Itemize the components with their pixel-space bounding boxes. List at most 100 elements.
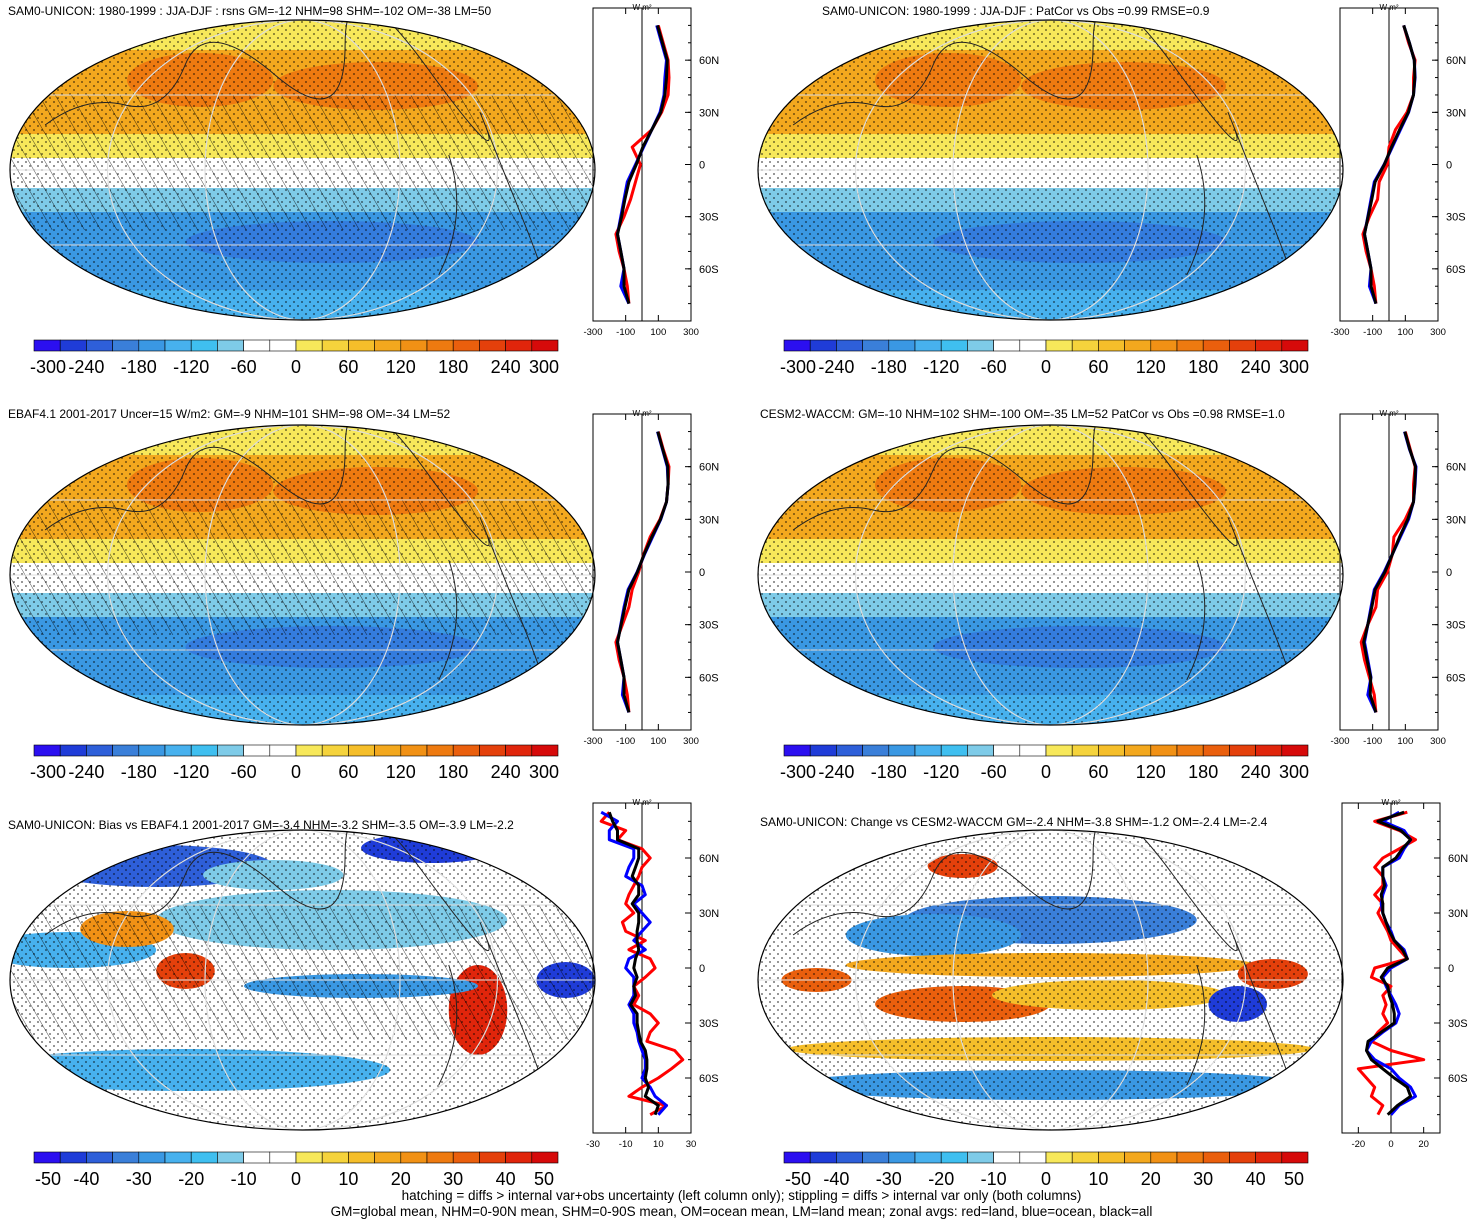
colorbar-swatch <box>1045 1151 1073 1164</box>
colorbar-swatch <box>295 744 323 757</box>
colorbar-swatch <box>914 744 942 757</box>
colorbar-tick-label: -120 <box>173 762 209 782</box>
footer-line-1: hatching = diffs > internal var+obs unce… <box>401 1188 1082 1203</box>
panel-title: EBAF4.1 2001-2017 Uncer=15 W/m2: GM=-9 N… <box>8 407 451 421</box>
lat-tick-label: 30S <box>699 1018 719 1030</box>
colorbar-tick-label: 60 <box>1088 357 1108 377</box>
colorbar-swatch <box>836 339 863 352</box>
colorbar-swatch <box>1281 744 1309 757</box>
colorbar-tick-label: 180 <box>1188 357 1218 377</box>
lat-tick-label: 60S <box>1446 672 1466 684</box>
x-tick-label: -300 <box>1330 736 1349 747</box>
colorbar-swatch <box>164 339 192 352</box>
map-border <box>9 829 596 1131</box>
colorbar-swatch <box>59 744 87 757</box>
colorbar-swatch <box>190 339 218 352</box>
colorbar-swatch <box>321 339 349 352</box>
x-tick-label: -100 <box>616 736 635 747</box>
colorbar-tick-label: 300 <box>529 762 559 782</box>
colorbar-swatch <box>112 339 140 352</box>
coastline <box>792 830 1300 1130</box>
colorbar-ref-model: -300 -240 -180 -120 -60 0 60 120 180 240 300 <box>780 744 1309 782</box>
colorbar-swatch <box>940 1151 968 1164</box>
zonal-unit-label: W m² <box>632 798 651 807</box>
colorbar-swatch <box>138 744 166 757</box>
panel-title: SAM0-UNICON: Change vs CESM2-WACCM GM=-2… <box>760 815 1268 829</box>
lat-tick-label: 60S <box>699 264 719 276</box>
zonal-plot-ref-model: 60N 30N 0 30S 60S -300 -100 100 300 W m² <box>1330 409 1466 747</box>
colorbar-tick-label: 240 <box>491 357 521 377</box>
colorbar-swatch <box>138 339 166 352</box>
colorbar-swatch <box>993 1151 1021 1164</box>
colorbar-swatch <box>217 1151 244 1164</box>
colorbar-swatch <box>400 1151 428 1164</box>
lat-tick-label: 60N <box>699 462 719 474</box>
colorbar-swatch <box>1281 1151 1309 1164</box>
colorbar-swatch <box>505 339 533 352</box>
colorbar-swatch <box>164 744 192 757</box>
zonal-series-all <box>1365 810 1413 1116</box>
lat-tick-label: 30N <box>1446 514 1466 526</box>
lat-tick-label: 60N <box>1448 853 1468 865</box>
colorbar-swatch <box>1176 744 1204 757</box>
colorbar-tick-label: -300 <box>780 762 816 782</box>
colorbar-swatch <box>1281 339 1309 352</box>
colorbar-swatch <box>505 1151 533 1164</box>
colorbar-swatch <box>86 744 113 757</box>
colorbar-swatch <box>164 1151 192 1164</box>
zonal-plot-model-patcor: 60N 30N 0 30S 60S -300 -100 100 300 W m² <box>1330 3 1466 338</box>
x-tick-label: 300 <box>1430 327 1446 338</box>
colorbar-tick-label: -120 <box>173 357 209 377</box>
zonal-unit-label: W m² <box>1381 798 1400 807</box>
colorbar-tick-label: 30 <box>443 1169 463 1189</box>
lat-tick-label: 0 <box>1446 160 1452 172</box>
colorbar-tick-label: 120 <box>1136 762 1166 782</box>
lat-tick-label: 0 <box>1446 567 1452 579</box>
colorbar-swatch <box>862 339 890 352</box>
colorbar-tick-label: -30 <box>876 1169 902 1189</box>
lat-tick-label: 30S <box>699 620 719 632</box>
x-tick-label: 100 <box>1397 736 1413 747</box>
colorbar-model-patcor: -300 -240 -180 -120 -60 0 60 120 180 240 300 <box>780 339 1309 377</box>
colorbar-swatch <box>1202 744 1230 757</box>
zonal-series-all <box>1362 431 1417 713</box>
colorbar-swatch <box>1124 339 1152 352</box>
colorbar-swatch <box>269 1151 297 1164</box>
colorbar-swatch <box>33 1151 61 1164</box>
colorbar-tick-label: -300 <box>30 762 66 782</box>
colorbar-tick-label: -240 <box>818 762 854 782</box>
colorbar-tick-label: 10 <box>1088 1169 1108 1189</box>
colorbar-swatch <box>243 744 271 757</box>
colorbar-swatch <box>33 339 61 352</box>
colorbar-tick-label: 240 <box>1241 357 1271 377</box>
colorbar-tick-label: -20 <box>928 1169 954 1189</box>
colorbar-swatch <box>479 339 506 352</box>
colorbar-swatch <box>348 339 375 352</box>
colorbar-tick-label: 300 <box>529 357 559 377</box>
colorbar-tick-label: 300 <box>1279 357 1309 377</box>
colorbar-swatch <box>993 744 1021 757</box>
hatching-overlay <box>10 95 595 230</box>
colorbar-tick-label: 60 <box>338 762 358 782</box>
colorbar-swatch <box>86 339 113 352</box>
lat-tick-label: 60S <box>1448 1073 1468 1085</box>
colorbar-swatch <box>1019 1151 1047 1164</box>
colorbar-swatch <box>243 1151 271 1164</box>
colorbar-swatch <box>295 1151 323 1164</box>
colorbar-swatch <box>1176 339 1204 352</box>
lat-tick-label: 0 <box>1448 963 1454 975</box>
colorbar-swatch <box>1150 744 1178 757</box>
x-tick-label: -30 <box>586 1139 600 1150</box>
colorbar-swatch <box>1045 339 1073 352</box>
lat-tick-label: 60N <box>1446 462 1466 474</box>
colorbar-swatch <box>348 1151 375 1164</box>
colorbar-swatch <box>967 339 994 352</box>
colorbar-model-jja-djf: -300 -240 -180 -120 -60 0 60 120 180 240 300 <box>30 339 559 377</box>
colorbar-swatch <box>967 744 994 757</box>
colorbar-swatch <box>452 744 480 757</box>
colorbar-swatch <box>1124 1151 1152 1164</box>
colorbar-tick-label: -180 <box>121 762 157 782</box>
lat-tick-label: 60S <box>699 1073 719 1085</box>
x-tick-label: -10 <box>619 1139 633 1150</box>
